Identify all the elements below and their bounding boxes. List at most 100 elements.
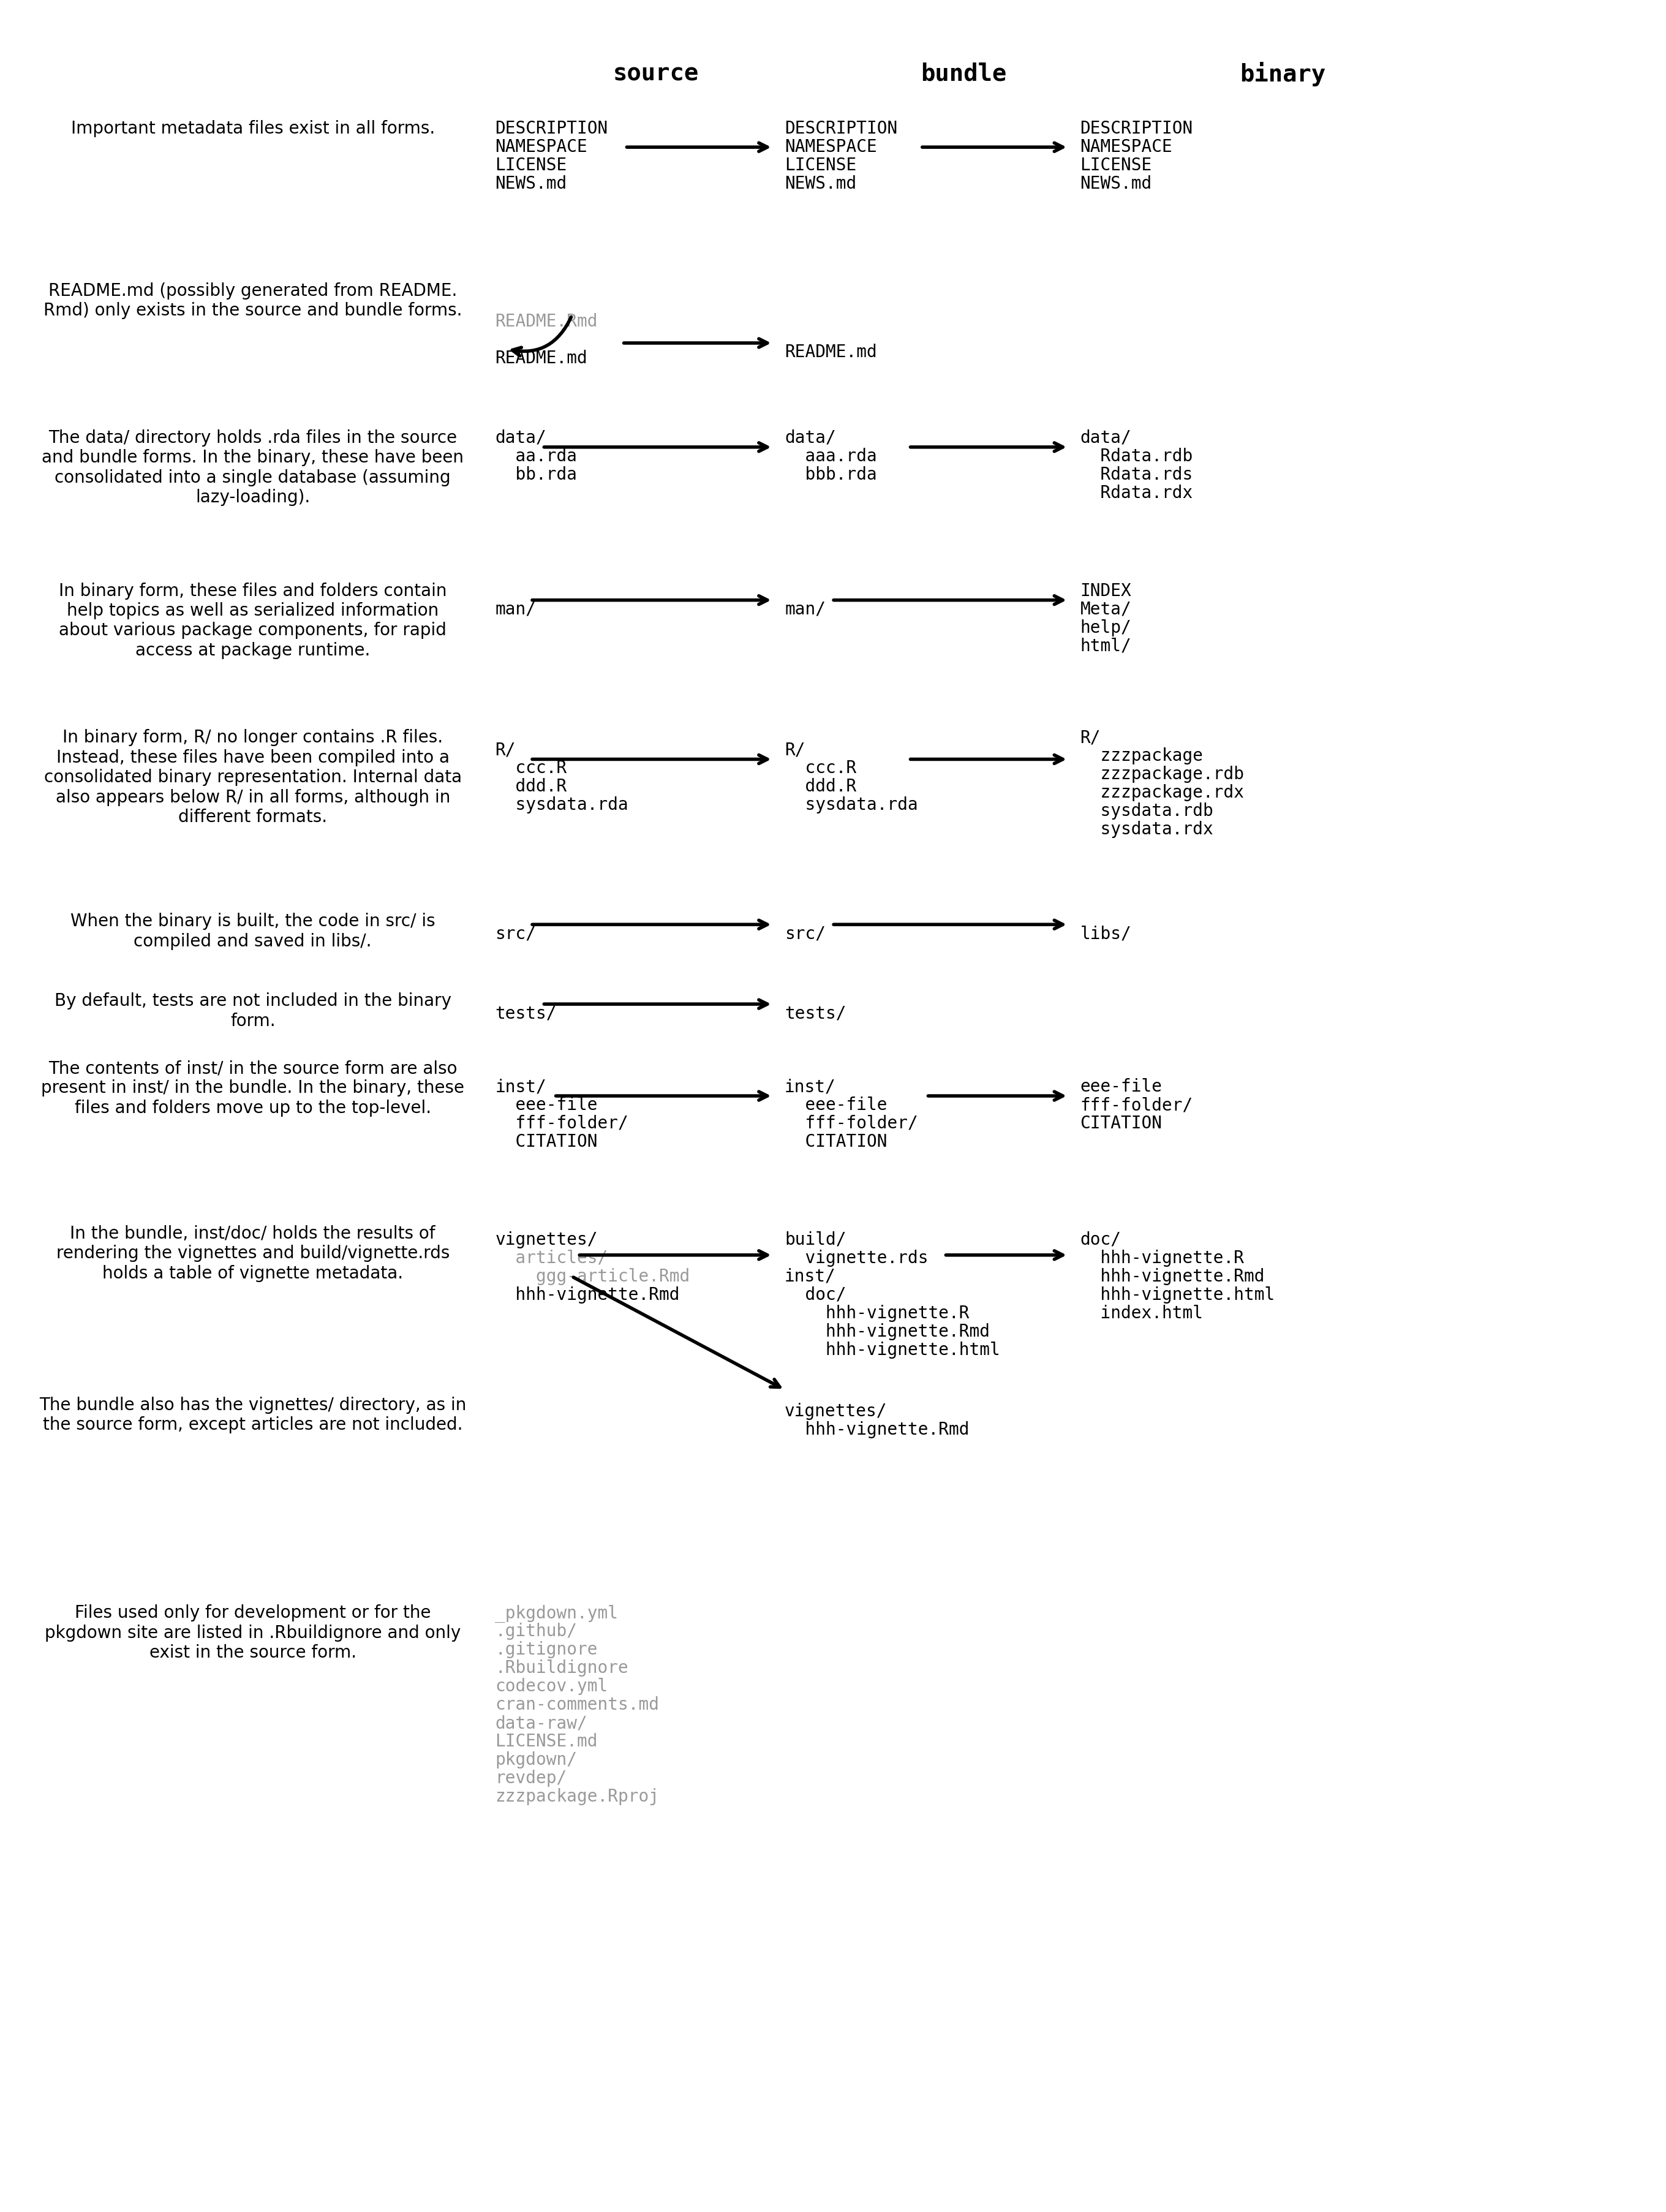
Text: When the binary is built, the code in src/ is
compiled and saved in libs/.: When the binary is built, the code in sr…: [70, 914, 435, 949]
Text: The contents of inst/ in the source form are also
present in inst/ in the bundle: The contents of inst/ in the source form…: [42, 1060, 465, 1117]
Text: src/: src/: [495, 925, 536, 942]
Text: DESCRIPTION: DESCRIPTION: [495, 119, 608, 137]
Text: By default, tests are not included in the binary
form.: By default, tests are not included in th…: [55, 993, 451, 1029]
Text: LICENSE: LICENSE: [495, 157, 566, 175]
Text: CITATION: CITATION: [785, 1133, 888, 1150]
Text: eee-file: eee-file: [495, 1097, 598, 1113]
Text: Meta/: Meta/: [1080, 599, 1131, 617]
Text: NEWS.md: NEWS.md: [785, 175, 856, 192]
Text: README.md (possibly generated from README.
Rmd) only exists in the source and bu: README.md (possibly generated from READM…: [43, 283, 461, 319]
Text: .gitignore: .gitignore: [495, 1641, 598, 1659]
Text: ddd.R: ddd.R: [495, 779, 566, 794]
Text: binary: binary: [1240, 62, 1326, 86]
Text: cran-comments.md: cran-comments.md: [495, 1697, 660, 1712]
Text: .github/: .github/: [495, 1621, 576, 1639]
Text: src/: src/: [785, 925, 826, 942]
Text: data-raw/: data-raw/: [495, 1714, 588, 1732]
Text: sysdata.rdb: sysdata.rdb: [1080, 803, 1213, 821]
Text: DESCRIPTION: DESCRIPTION: [1080, 119, 1193, 137]
Text: pkgdown/: pkgdown/: [495, 1752, 576, 1767]
Text: index.html: index.html: [1080, 1305, 1203, 1321]
Text: build/: build/: [785, 1230, 846, 1248]
Text: zzzpackage.Rproj: zzzpackage.Rproj: [495, 1787, 660, 1805]
Text: R/: R/: [785, 741, 805, 759]
Text: vignettes/: vignettes/: [495, 1230, 598, 1248]
Text: CITATION: CITATION: [495, 1133, 598, 1150]
Text: CITATION: CITATION: [1080, 1115, 1163, 1133]
Text: _pkgdown.yml: _pkgdown.yml: [495, 1604, 618, 1621]
Text: vignettes/: vignettes/: [785, 1402, 888, 1420]
Text: hhh-vignette.R: hhh-vignette.R: [1080, 1250, 1245, 1265]
Text: INDEX: INDEX: [1080, 582, 1131, 599]
Text: .Rbuildignore: .Rbuildignore: [495, 1659, 628, 1677]
Text: hhh-vignette.html: hhh-vignette.html: [1080, 1285, 1274, 1303]
Text: zzzpackage: zzzpackage: [1080, 748, 1203, 765]
Text: README.Rmd: README.Rmd: [495, 312, 598, 330]
Text: tests/: tests/: [785, 1004, 846, 1022]
Text: NAMESPACE: NAMESPACE: [785, 139, 876, 155]
Text: The bundle also has the vignettes/ directory, as in
the source form, except arti: The bundle also has the vignettes/ direc…: [40, 1396, 466, 1433]
Text: inst/: inst/: [785, 1077, 836, 1095]
Text: help/: help/: [1080, 619, 1131, 637]
Text: zzzpackage.rdx: zzzpackage.rdx: [1080, 783, 1245, 801]
Text: inst/: inst/: [495, 1077, 546, 1095]
Text: LICENSE: LICENSE: [1080, 157, 1151, 175]
Text: LICENSE: LICENSE: [785, 157, 856, 175]
Text: inst/: inst/: [785, 1267, 836, 1285]
Text: tests/: tests/: [495, 1004, 556, 1022]
Text: The data/ directory holds .rda files in the source
and bundle forms. In the bina: The data/ directory holds .rda files in …: [42, 429, 463, 507]
Text: ggg-article.Rmd: ggg-article.Rmd: [495, 1267, 690, 1285]
Text: vignette.rds: vignette.rds: [785, 1250, 928, 1265]
Text: sysdata.rdx: sysdata.rdx: [1080, 821, 1213, 838]
Text: ccc.R: ccc.R: [785, 759, 856, 776]
Text: bbb.rda: bbb.rda: [785, 467, 876, 482]
Text: Files used only for development or for the
pkgdown site are listed in .Rbuildign: Files used only for development or for t…: [45, 1604, 461, 1661]
Text: data/: data/: [1080, 429, 1131, 447]
Text: NAMESPACE: NAMESPACE: [495, 139, 588, 155]
Text: hhh-vignette.R: hhh-vignette.R: [785, 1305, 970, 1321]
Text: NEWS.md: NEWS.md: [1080, 175, 1151, 192]
Text: NEWS.md: NEWS.md: [495, 175, 566, 192]
Text: sysdata.rda: sysdata.rda: [495, 796, 628, 814]
Text: R/: R/: [495, 741, 515, 759]
Text: fff-folder/: fff-folder/: [495, 1115, 628, 1133]
Text: DESCRIPTION: DESCRIPTION: [785, 119, 898, 137]
Text: doc/: doc/: [785, 1285, 846, 1303]
Text: ddd.R: ddd.R: [785, 779, 856, 794]
Text: libs/: libs/: [1080, 925, 1131, 942]
Text: Rdata.rdb: Rdata.rdb: [1080, 447, 1193, 465]
Text: eee-file: eee-file: [1080, 1077, 1163, 1095]
Text: In binary form, these files and folders contain
help topics as well as serialize: In binary form, these files and folders …: [58, 582, 446, 659]
Text: bb.rda: bb.rda: [495, 467, 576, 482]
Text: README.md: README.md: [785, 343, 876, 361]
Text: hhh-vignette.html: hhh-vignette.html: [785, 1340, 1000, 1358]
Text: LICENSE.md: LICENSE.md: [495, 1732, 598, 1750]
Text: doc/: doc/: [1080, 1230, 1121, 1248]
Text: data/: data/: [495, 429, 546, 447]
Text: man/: man/: [495, 599, 536, 617]
Text: README.md: README.md: [495, 349, 588, 367]
Text: R/: R/: [1080, 730, 1101, 745]
Text: ccc.R: ccc.R: [495, 759, 566, 776]
Text: aa.rda: aa.rda: [495, 447, 576, 465]
Text: hhh-vignette.Rmd: hhh-vignette.Rmd: [495, 1285, 680, 1303]
Text: Important metadata files exist in all forms.: Important metadata files exist in all fo…: [70, 119, 435, 137]
Text: articles/: articles/: [495, 1250, 608, 1265]
Text: codecov.yml: codecov.yml: [495, 1677, 608, 1694]
Text: man/: man/: [785, 599, 826, 617]
Text: fff-folder/: fff-folder/: [785, 1115, 918, 1133]
Text: html/: html/: [1080, 637, 1131, 655]
Text: aaa.rda: aaa.rda: [785, 447, 876, 465]
Text: revdep/: revdep/: [495, 1770, 566, 1787]
Text: Rdata.rdx: Rdata.rdx: [1080, 484, 1193, 502]
Text: hhh-vignette.Rmd: hhh-vignette.Rmd: [785, 1323, 990, 1340]
Text: In the bundle, inst/doc/ holds the results of
rendering the vignettes and build/: In the bundle, inst/doc/ holds the resul…: [57, 1225, 450, 1281]
Text: data/: data/: [785, 429, 836, 447]
Text: source: source: [613, 62, 700, 86]
Text: bundle: bundle: [921, 62, 1006, 86]
Text: Rdata.rds: Rdata.rds: [1080, 467, 1193, 482]
Text: In binary form, R/ no longer contains .R files.
Instead, these files have been c: In binary form, R/ no longer contains .R…: [43, 730, 461, 825]
Text: sysdata.rda: sysdata.rda: [785, 796, 918, 814]
Text: zzzpackage.rdb: zzzpackage.rdb: [1080, 765, 1245, 783]
Text: hhh-vignette.Rmd: hhh-vignette.Rmd: [1080, 1267, 1264, 1285]
